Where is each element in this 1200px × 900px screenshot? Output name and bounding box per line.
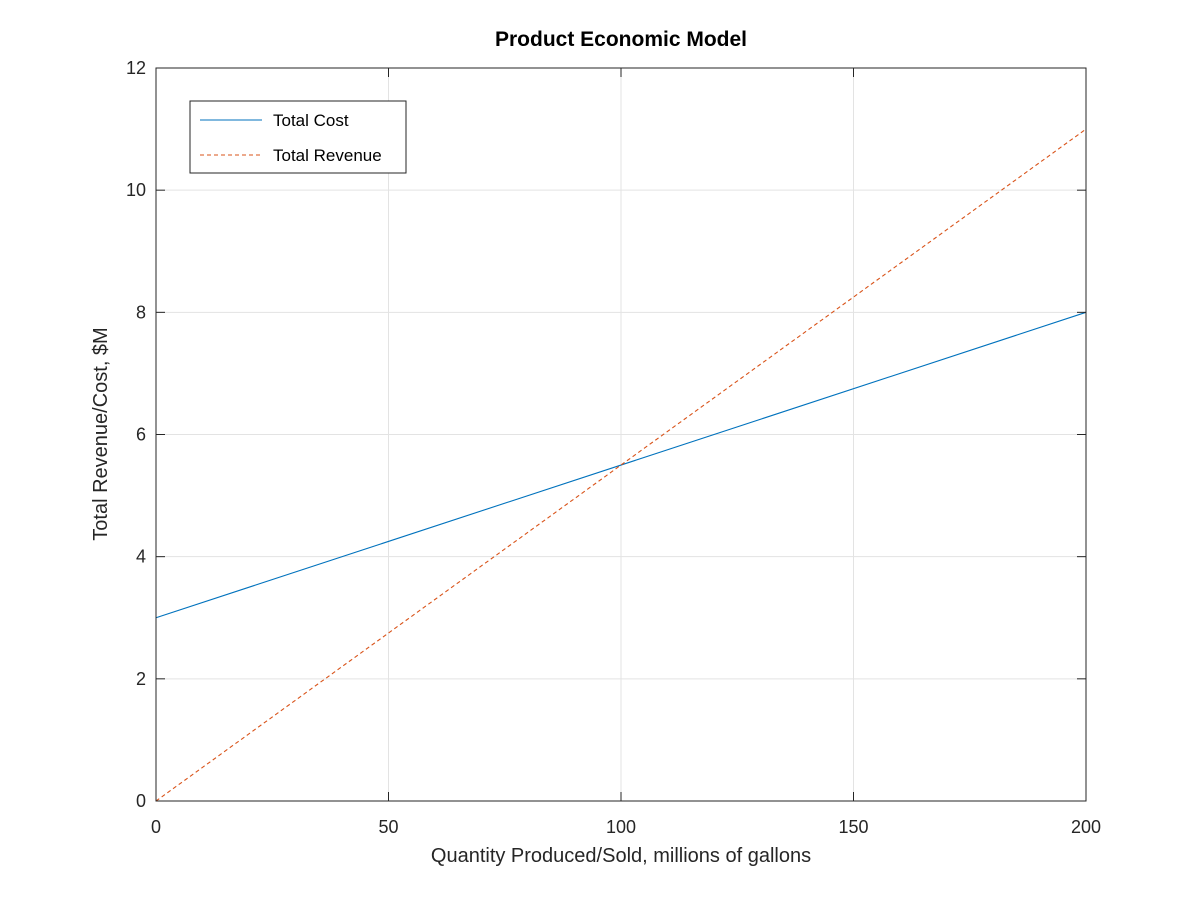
tick-layer: 0 50 100 150 200 0 2 4 6 8 10 12 <box>126 58 1101 837</box>
series-line-total-cost <box>155 311 1087 619</box>
y-axis-label: Total Revenue/Cost, $M <box>90 327 112 540</box>
y-tick-label: 6 <box>136 425 146 445</box>
y-tick-label: 8 <box>136 302 146 322</box>
chart-title: Product Economic Model <box>495 28 747 51</box>
series-layer <box>155 128 1087 802</box>
legend-label-total-revenue: Total Revenue <box>273 146 382 165</box>
y-tick-label: 10 <box>126 180 146 200</box>
x-tick-label: 100 <box>606 817 636 837</box>
x-tick-label: 150 <box>838 817 868 837</box>
y-tick-label: 2 <box>136 669 146 689</box>
x-tick-label: 0 <box>151 817 161 837</box>
y-tick-label: 4 <box>136 547 146 567</box>
x-tick-label: 200 <box>1071 817 1101 837</box>
legend-label-total-cost: Total Cost <box>273 111 349 130</box>
legend-box <box>189 100 407 174</box>
y-tick-label: 0 <box>136 791 146 811</box>
y-tick-label: 12 <box>126 58 146 78</box>
legend: Total Cost Total Revenue <box>189 100 407 174</box>
x-axis-label: Quantity Produced/Sold, millions of gall… <box>431 845 811 867</box>
x-tick-label: 50 <box>378 817 398 837</box>
series-line-total-revenue <box>155 128 1087 802</box>
